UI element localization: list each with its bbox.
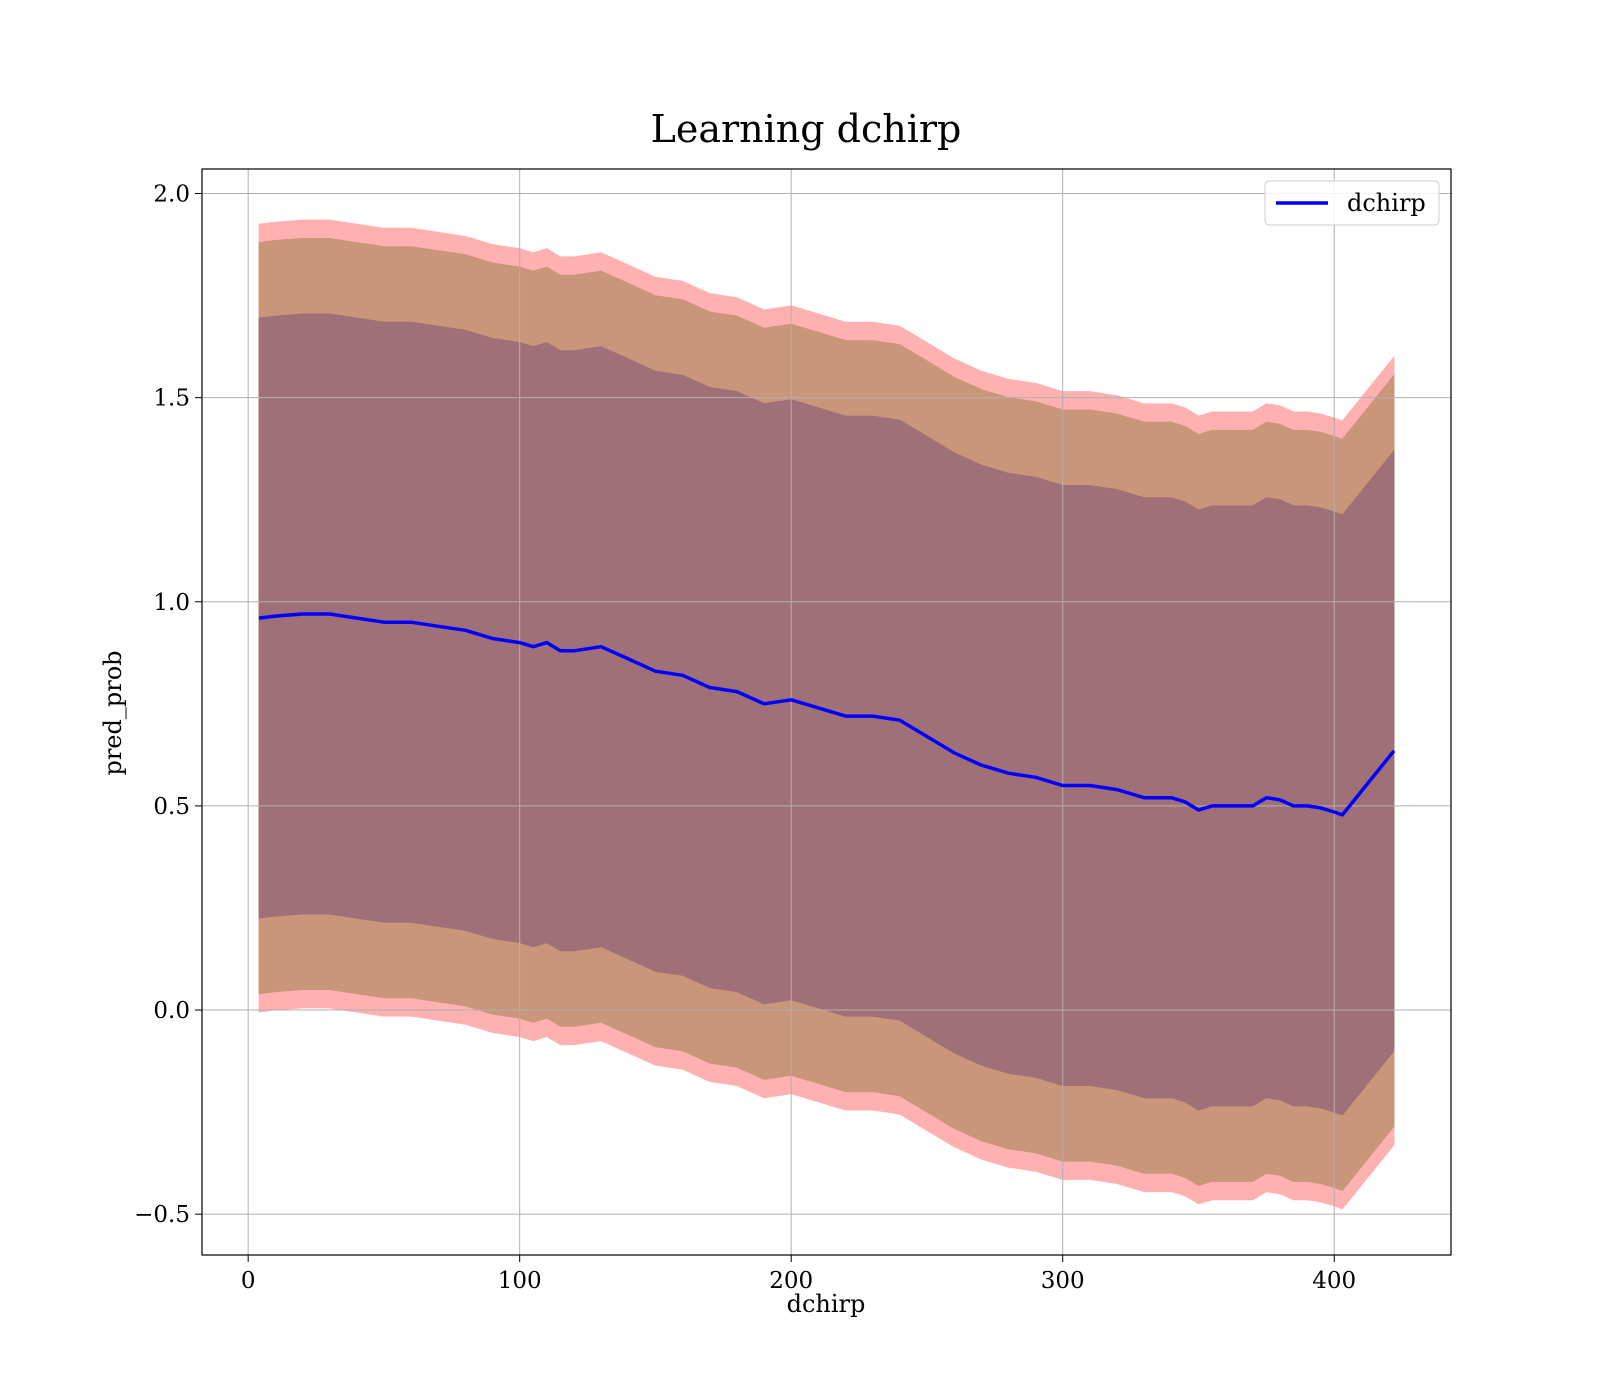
y-tick-label: 1.5 xyxy=(153,386,190,412)
x-tick-label: 100 xyxy=(498,1268,542,1294)
y-axis-ticks: −0.5 0.0 0.5 1.0 1.5 2.0 xyxy=(134,181,202,1228)
legend-box xyxy=(1264,180,1440,226)
grid-lines xyxy=(202,169,1451,1255)
y-tick-label: 2.0 xyxy=(153,181,190,207)
band-inner xyxy=(258,313,1395,1116)
y-tick-label: 0.0 xyxy=(153,998,190,1024)
x-tick-label: 200 xyxy=(769,1268,813,1294)
legend: dchirp xyxy=(1264,180,1440,226)
x-axis-ticks: 0 100 200 300 400 xyxy=(241,1255,1356,1294)
y-tick-label: −0.5 xyxy=(134,1202,190,1228)
x-tick-label: 400 xyxy=(1312,1268,1356,1294)
series-line-dchirp xyxy=(258,612,1396,817)
confidence-bands xyxy=(258,219,1395,1210)
series-line-group xyxy=(258,612,1396,817)
x-tick-label: 0 xyxy=(241,1268,256,1294)
chart-title: Learning dchirp xyxy=(651,107,962,151)
y-tick-label: 1.0 xyxy=(153,590,190,616)
plot-frame xyxy=(201,168,1452,1256)
legend-entry-label: dchirp xyxy=(1347,189,1426,217)
y-tick-label: 0.5 xyxy=(153,794,190,820)
x-axis-label: dchirp xyxy=(787,1290,866,1318)
x-tick-label: 300 xyxy=(1041,1268,1085,1294)
y-axis-label: pred_prob xyxy=(99,650,127,775)
